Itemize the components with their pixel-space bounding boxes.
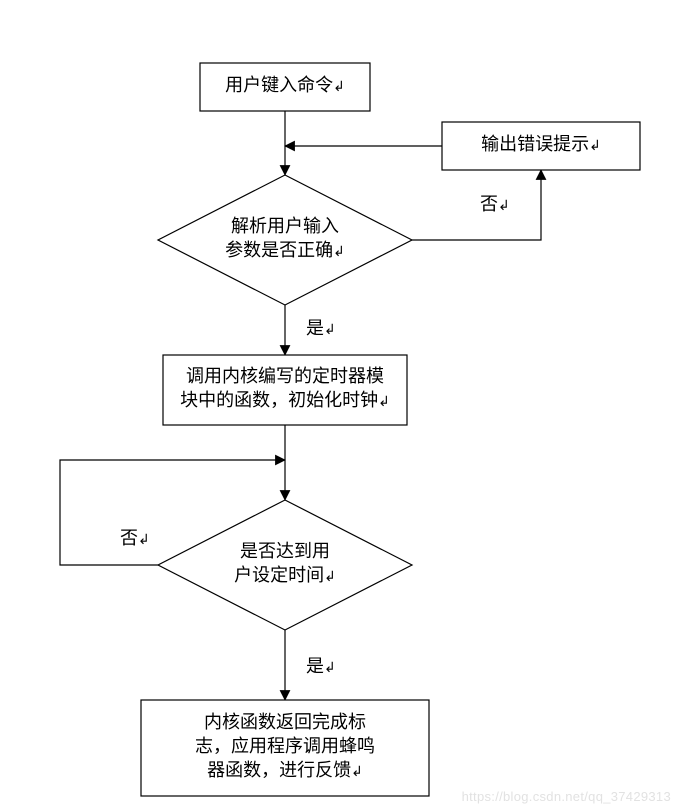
watermark-text: https://blog.csdn.net/qq_37429313 xyxy=(462,789,671,804)
edge xyxy=(412,170,541,240)
node-n6: 内核函数返回完成标志，应用程序调用蜂鸣器函数，进行反馈↲ xyxy=(141,700,429,796)
node-n1: 用户键入命令↲ xyxy=(200,63,370,111)
node-n3: 解析用户输入参数是否正确↲ xyxy=(158,175,412,305)
node-text: 用户键入命令↲ xyxy=(225,75,345,95)
edge-label: 是↲ xyxy=(306,318,336,338)
nodes-group: 用户键入命令↲ 输出错误提示↲ 解析用户输入参数是否正确↲ 调用内核编写的定时器模块中… xyxy=(141,63,640,796)
node-n5: 是否达到用户设定时间↲ xyxy=(158,500,412,630)
node-text: 内核函数返回完成标志，应用程序调用蜂鸣器函数，进行反馈↲ xyxy=(195,712,375,780)
node-text: 输出错误提示↲ xyxy=(481,134,601,154)
node-n2: 输出错误提示↲ xyxy=(442,122,640,170)
edge-label: 否↲ xyxy=(480,194,510,214)
flowchart-canvas: 是↲ 否↲ 是↲ 否↲ 用户键入命令↲ 输出错误提示↲ 解析用户输入参数是否正确↲ 调用内核… xyxy=(0,0,679,810)
edge-label: 是↲ xyxy=(306,656,336,676)
edge-label: 否↲ xyxy=(120,528,150,548)
node-n4: 调用内核编写的定时器模块中的函数，初始化时钟↲ xyxy=(163,355,407,425)
